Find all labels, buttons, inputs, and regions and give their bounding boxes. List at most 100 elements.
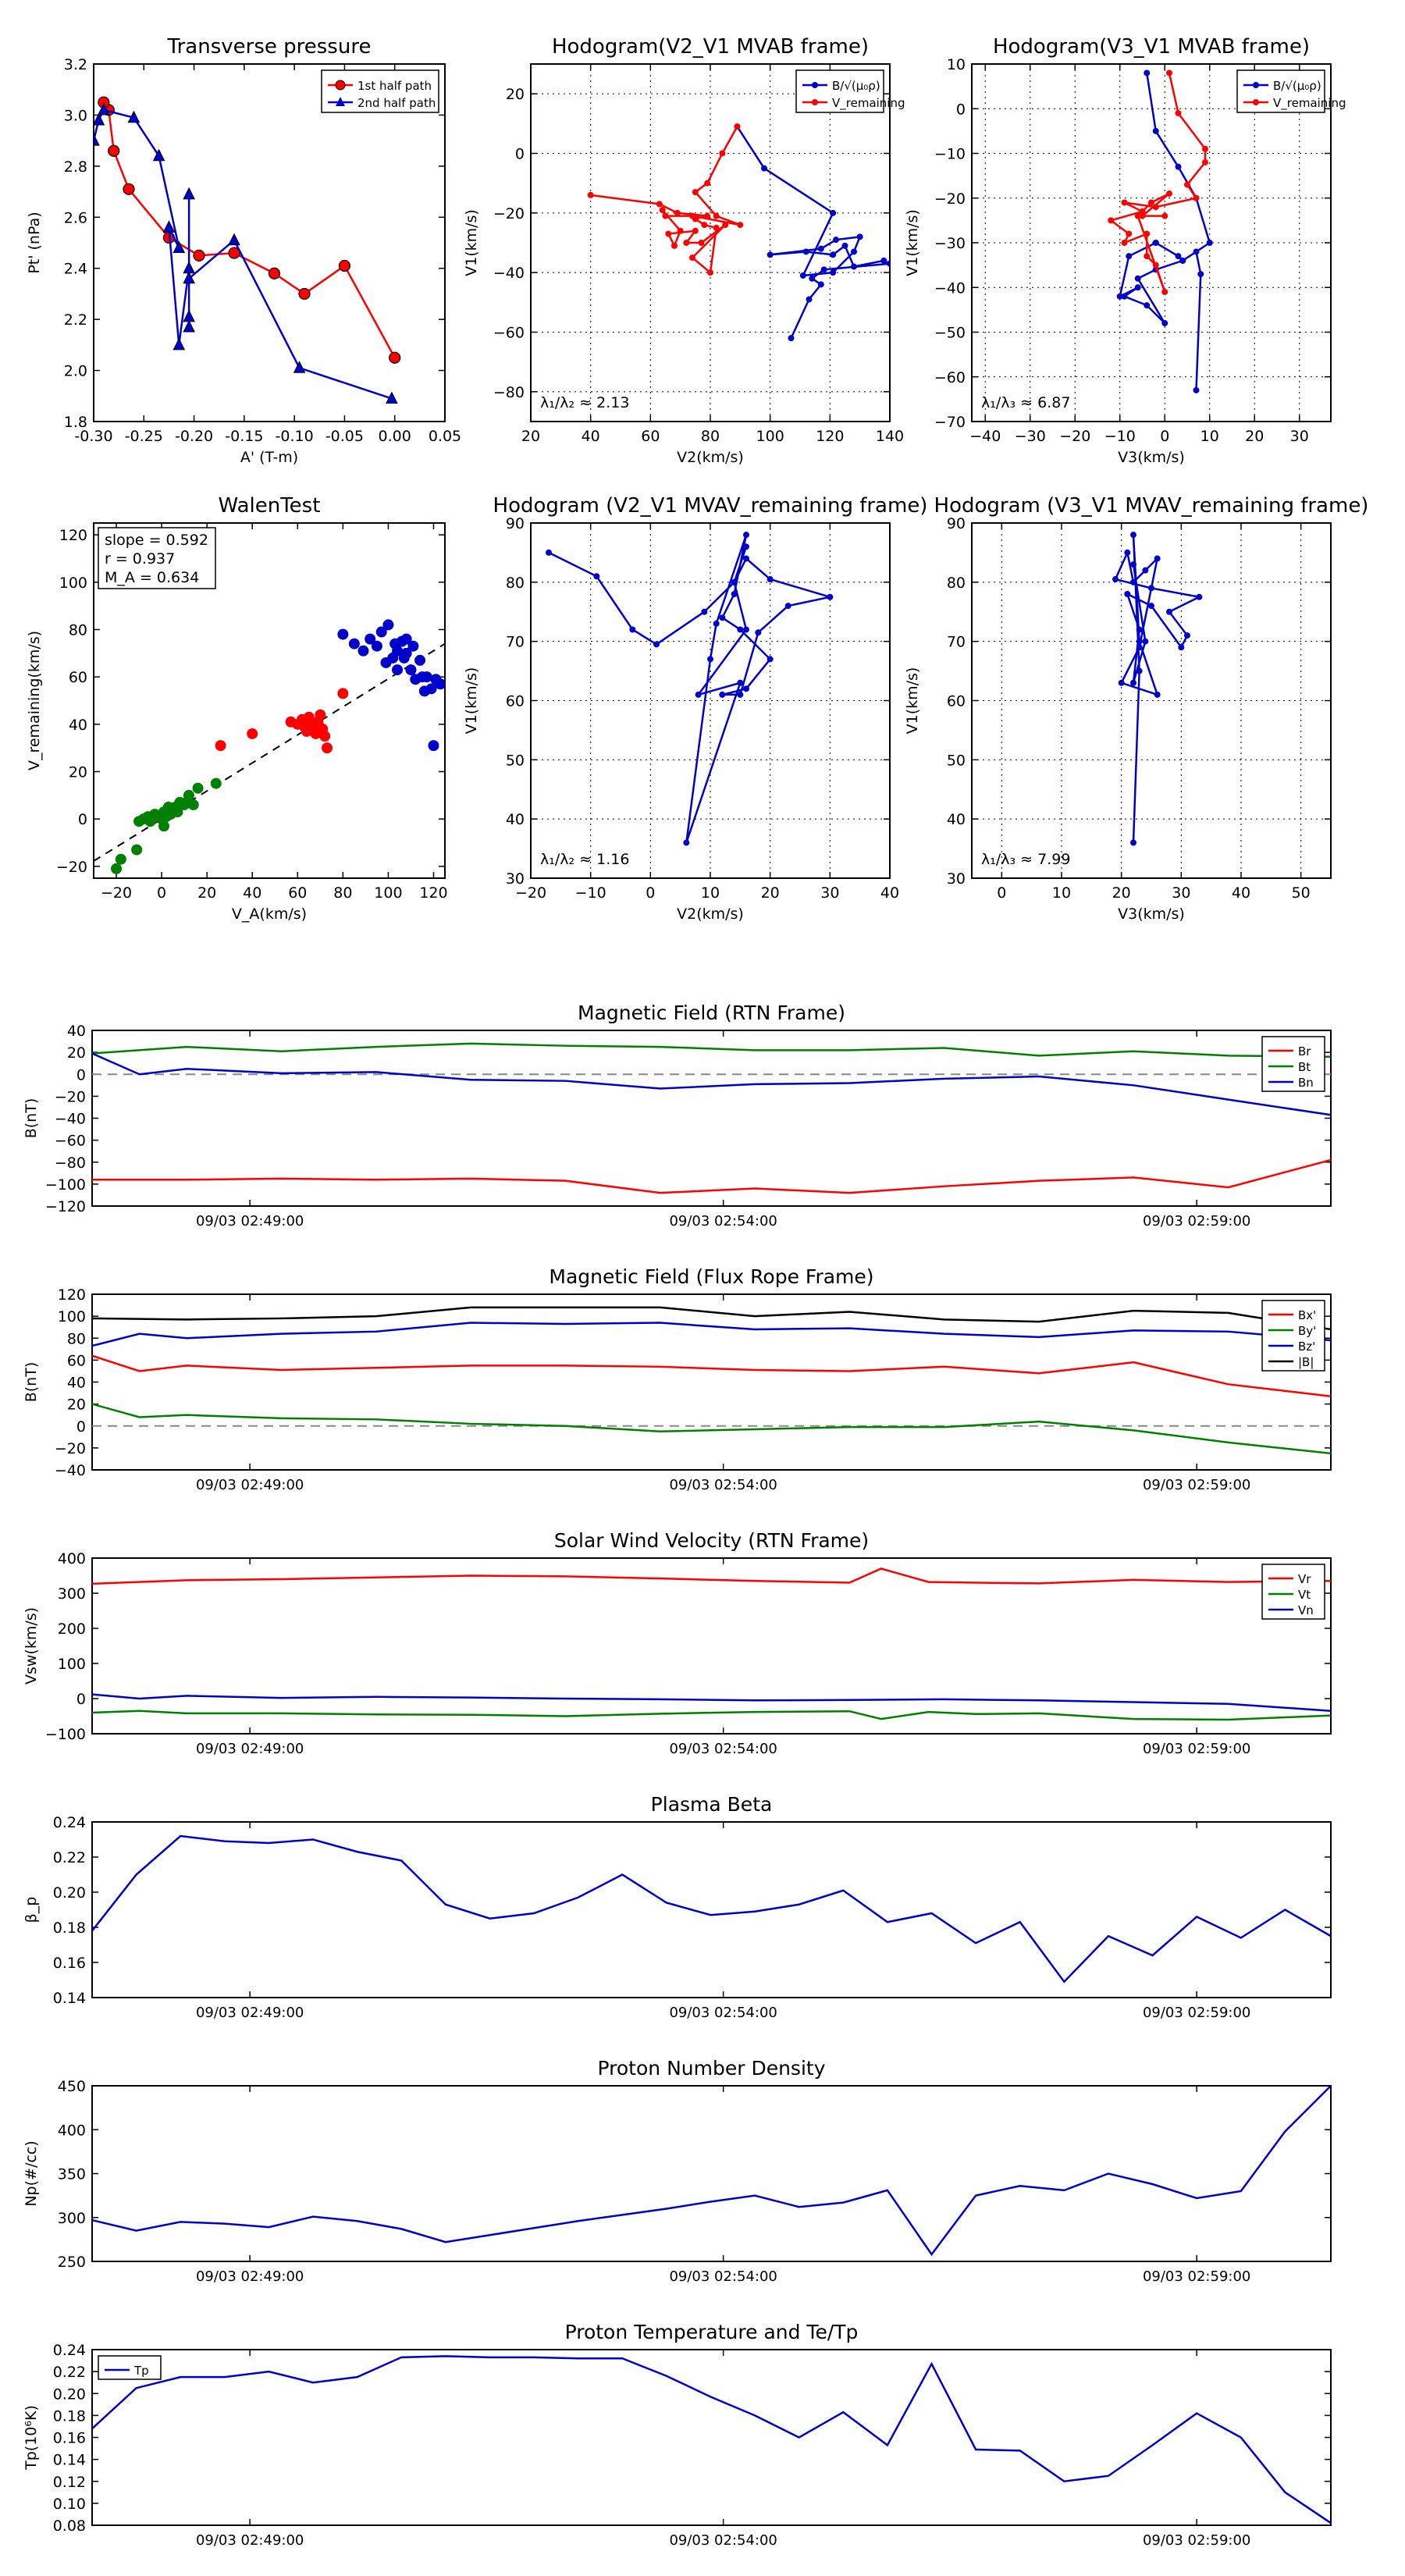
y-tick-label: 40 <box>67 1375 86 1392</box>
x-tick-label: -0.15 <box>225 428 263 445</box>
data-point <box>435 678 445 690</box>
data-point <box>247 728 258 739</box>
y-tick-label: −60 <box>493 325 525 342</box>
series-line <box>1108 73 1207 293</box>
x-tick-label: 120 <box>816 428 844 445</box>
y-tick-label: 100 <box>58 1656 86 1673</box>
x-axis-label: A' (T-m) <box>240 449 298 466</box>
x-tick-label: 09/03 02:54:00 <box>669 1741 777 1757</box>
data-point <box>1134 284 1141 291</box>
data-point <box>707 269 713 276</box>
legend: B/√(μ₀ρ) V_remaining <box>1236 69 1346 113</box>
data-point <box>228 233 240 246</box>
plot-frame <box>91 2085 1332 2262</box>
y-tick-label: 0.08 <box>53 2517 86 2535</box>
data-point <box>767 656 774 663</box>
plot-area <box>92 2355 1331 2524</box>
y-axis-label: V1(km/s) <box>904 667 921 735</box>
data-point <box>1179 257 1186 264</box>
y-tick-label: −20 <box>55 1088 86 1105</box>
plot-area <box>92 1042 1331 1194</box>
y-tick-label: 3.2 <box>64 56 87 73</box>
data-point <box>158 820 169 832</box>
data-point <box>337 688 349 699</box>
y-tick-label: 2.2 <box>64 311 87 329</box>
data-point <box>743 685 749 692</box>
chart-sw_vel: Solar Wind Velocity (RTN Frame) −100 0 100 2… <box>23 1529 1332 1757</box>
data-point <box>365 633 376 645</box>
y-tick-label: 0.20 <box>53 1884 86 1902</box>
data-point <box>1152 240 1159 246</box>
chart-mag_rtn: Magnetic Field (RTN Frame) −120 −100 −80 −60… <box>23 1002 1332 1229</box>
plot-area <box>587 123 890 342</box>
y-tick-label: −20 <box>934 190 966 208</box>
x-tick-label: 0 <box>646 884 655 902</box>
chart-title: Hodogram (V3_V1 MVAV_remaining frame) <box>934 494 1369 518</box>
y-tick-label: 10 <box>947 56 966 73</box>
legend-frame <box>1261 1564 1325 1620</box>
y-tick-label: 450 <box>58 2078 86 2095</box>
chart-hodo_v2v1_mvab: Hodogram(V2_V1 MVAB frame) −80 −60 −40 −20 0 2… <box>463 35 905 466</box>
legend-label: Tp <box>133 2364 149 2378</box>
data-point <box>830 209 837 216</box>
data-point <box>1193 194 1200 201</box>
plot-area <box>92 1306 1331 1455</box>
data-point <box>215 740 226 752</box>
stats-line: r = 0.937 <box>105 550 175 568</box>
data-point <box>809 275 816 282</box>
y-tick-label: 0.10 <box>53 2496 86 2513</box>
y-tick-label: 30 <box>506 870 525 888</box>
legend: 1st half path 2nd half path <box>321 69 439 113</box>
data-point <box>382 619 394 631</box>
lambda-annotation: λ₁/λ₂ ≈ 2.13 <box>540 394 629 411</box>
legend-label: B/√(μ₀ρ) <box>1273 79 1321 93</box>
y-tick-label: 40 <box>947 811 966 828</box>
plot-frame <box>93 522 446 879</box>
stats-line: slope = 0.592 <box>105 532 208 549</box>
data-point <box>183 309 195 322</box>
legend-marker <box>812 99 818 105</box>
data-point <box>421 671 432 683</box>
plot-area <box>546 532 834 846</box>
chart-title: Plasma Beta <box>651 1793 773 1816</box>
y-tick-label: 50 <box>947 752 966 769</box>
data-point <box>1136 638 1143 645</box>
y-tick-label: 250 <box>58 2254 86 2271</box>
y-tick-label: 40 <box>67 1023 86 1040</box>
data-point <box>692 227 699 234</box>
x-tick-label: 09/03 02:59:00 <box>1143 1477 1250 1493</box>
chart-title: Hodogram (V2_V1 MVAV_remaining frame) <box>493 494 928 518</box>
y-tick-label: −50 <box>934 325 966 342</box>
data-point <box>788 335 795 342</box>
y-tick-label: 20 <box>506 86 525 103</box>
plot-frame <box>971 522 1332 879</box>
legend: Bx' By' Bz'|B| <box>1261 1300 1325 1372</box>
y-tick-label: 0 <box>515 146 525 163</box>
data-point <box>701 608 708 615</box>
y-tick-label: 350 <box>58 2166 86 2183</box>
y-tick-label: 200 <box>58 1621 86 1638</box>
x-tick-label: 20 <box>521 428 540 445</box>
chart-title: Hodogram(V3_V1 MVAB frame) <box>993 35 1310 59</box>
data-point <box>674 209 681 216</box>
data-point <box>731 591 738 597</box>
data-point <box>707 656 713 663</box>
y-tick-label: 0.14 <box>53 2452 86 2469</box>
chart-title: WalenTest <box>219 494 321 518</box>
y-tick-label: 60 <box>69 669 87 686</box>
data-point <box>737 691 744 698</box>
legend-label: B/√(μ₀ρ) <box>832 79 880 93</box>
x-tick-label: 80 <box>333 884 352 902</box>
y-tick-label: 300 <box>58 2210 86 2227</box>
data-point <box>692 215 699 222</box>
data-point <box>887 260 890 267</box>
data-point <box>183 319 195 333</box>
y-tick-label: 300 <box>58 1585 86 1603</box>
data-point <box>1130 532 1136 539</box>
series-line <box>736 126 890 339</box>
x-tick-label: -0.25 <box>125 428 163 445</box>
plot-area <box>92 1567 1331 1721</box>
x-tick-label: 09/03 02:54:00 <box>669 1213 777 1229</box>
